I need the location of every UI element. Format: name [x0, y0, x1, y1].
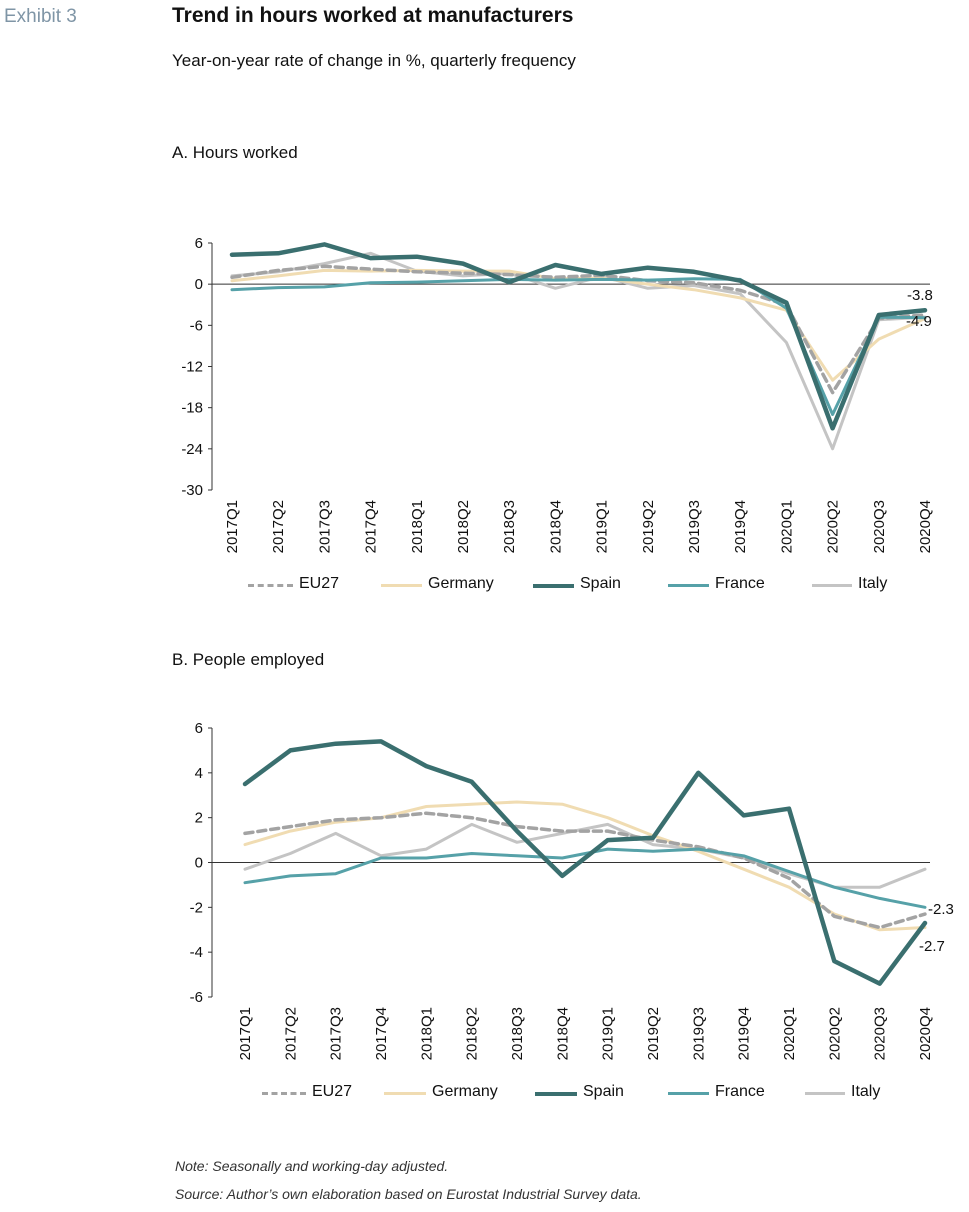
hours-worked-legend: EU27 Germany Spain France Italy [0, 574, 969, 596]
source-text: Source: Author’s own elaboration based o… [175, 1186, 642, 1202]
hours-x-tick-label: 2017Q4 [363, 500, 380, 553]
employment-y-tick-label: -6 [190, 989, 203, 1006]
hours-x-tick-label: 2019Q3 [686, 500, 703, 553]
hours-y-tick-label: 0 [195, 276, 203, 293]
employment-end-label: -2.3 [928, 901, 954, 918]
legend-swatch-italy [805, 1092, 845, 1095]
hours-y-tick-label: -30 [181, 482, 203, 499]
legend-swatch-germany [384, 1092, 426, 1095]
hours-x-tick-label: 2019Q2 [640, 500, 657, 553]
hours-x-tick-label: 2018Q3 [501, 500, 518, 553]
page-subtitle: Year-on-year rate of change in %, quarte… [172, 51, 576, 70]
hours-y-tick-label: 6 [195, 235, 203, 252]
employment-y-tick-label: 4 [195, 765, 203, 782]
employment-series-eu27 [243, 811, 927, 930]
legend-swatch-eu27 [248, 584, 293, 587]
employment-series-germany [243, 800, 927, 932]
legend-label-spain: Spain [583, 1083, 624, 1100]
hours-end-label: -4.9 [906, 313, 932, 330]
panel-b-title: B. People employed [172, 650, 325, 669]
employment-x-tick-label: 2019Q1 [600, 1007, 617, 1060]
legend-label-germany: Germany [428, 575, 494, 592]
employment-x-tick-label: 2017Q4 [373, 1007, 390, 1060]
legend-label-italy: Italy [858, 575, 888, 592]
hours-worked-chart: 6 0 -6 -12 -18 -24 -30 2017Q1 2017Q2 2017Q3 2017Q4… [181, 235, 934, 553]
legend-swatch-eu27 [262, 1092, 306, 1095]
hours-x-tick-label: 2019Q1 [594, 500, 611, 553]
legend-label-eu27: EU27 [299, 575, 340, 592]
note-text: Note: Seasonally and working-day adjuste… [175, 1158, 449, 1174]
employment-x-tick-label: 2017Q2 [282, 1007, 299, 1060]
employment-y-tick-label: -4 [190, 944, 203, 961]
legend-label-france: France [715, 575, 765, 592]
people-employed-legend: EU27 Germany Spain France Italy [0, 1082, 969, 1104]
legend-label-spain: Spain [580, 575, 621, 592]
page-title: Trend in hours worked at manufacturers [172, 4, 574, 27]
employment-x-tick-label: 2020Q2 [826, 1007, 843, 1060]
employment-x-tick-label: 2018Q4 [554, 1007, 571, 1060]
employment-x-tick-label: 2020Q3 [872, 1007, 889, 1060]
hours-x-tick-label: 2020Q3 [871, 500, 888, 553]
exhibit-number: Exhibit 3 [4, 6, 77, 27]
legend-swatch-italy [812, 584, 852, 587]
hours-end-label: -3.8 [907, 287, 933, 304]
hours-series-spain [229, 242, 928, 431]
panel-a-title: A. Hours worked [172, 143, 298, 162]
legend-swatch-spain [535, 1092, 577, 1096]
legend-swatch-germany [381, 584, 422, 587]
employment-y-tick-label: -2 [190, 899, 203, 916]
hours-series-eu27 [230, 264, 927, 395]
employment-x-tick-label: 2018Q3 [509, 1007, 526, 1060]
employment-x-tick-label: 2017Q3 [328, 1007, 345, 1060]
hours-x-tick-label: 2020Q2 [825, 500, 842, 553]
hours-y-tick-label: -6 [190, 317, 203, 334]
employment-x-tick-label: 2018Q2 [464, 1007, 481, 1060]
hours-series-italy [230, 251, 927, 451]
hours-x-tick-label: 2020Q1 [778, 500, 795, 553]
employment-x-tick-label: 2020Q4 [917, 1007, 934, 1060]
employment-x-tick-label: 2019Q4 [736, 1007, 753, 1060]
hours-x-tick-label: 2020Q4 [917, 500, 934, 553]
legend-swatch-france [668, 584, 709, 587]
hours-x-tick-label: 2017Q3 [316, 500, 333, 553]
hours-x-tick-label: 2017Q1 [224, 500, 241, 553]
legend-swatch-france [668, 1092, 709, 1095]
legend-label-germany: Germany [432, 1083, 498, 1100]
hours-x-tick-label: 2018Q2 [455, 500, 472, 553]
hours-x-tick-label: 2018Q4 [547, 500, 564, 553]
hours-x-tick-label: 2019Q4 [732, 500, 749, 553]
hours-y-tick-label: -18 [181, 400, 203, 417]
employment-y-tick-label: 2 [195, 810, 203, 827]
employment-x-tick-label: 2017Q1 [237, 1007, 254, 1060]
employment-x-tick-label: 2018Q1 [418, 1007, 435, 1060]
legend-label-eu27: EU27 [312, 1083, 353, 1100]
legend-label-italy: Italy [851, 1083, 881, 1100]
employment-x-tick-label: 2020Q1 [781, 1007, 798, 1060]
employment-y-tick-label: 6 [195, 720, 203, 737]
hours-x-tick-label: 2018Q1 [409, 500, 426, 553]
employment-x-tick-label: 2019Q2 [645, 1007, 662, 1060]
employment-end-label: -2.7 [919, 938, 945, 955]
employment-series-spain [242, 739, 928, 986]
legend-swatch-spain [533, 584, 574, 588]
hours-y-tick-label: -12 [181, 359, 203, 376]
legend-label-france: France [715, 1083, 765, 1100]
employment-x-tick-label: 2019Q3 [690, 1007, 707, 1060]
hours-y-tick-label: -24 [181, 441, 203, 458]
employment-y-tick-label: 0 [195, 855, 203, 872]
hours-x-tick-label: 2017Q2 [270, 500, 287, 553]
people-employed-chart: 6 4 2 0 -2 -4 -6 2017Q1 2017Q2 2017Q3 2017Q4 2018Q1… [190, 720, 954, 1060]
